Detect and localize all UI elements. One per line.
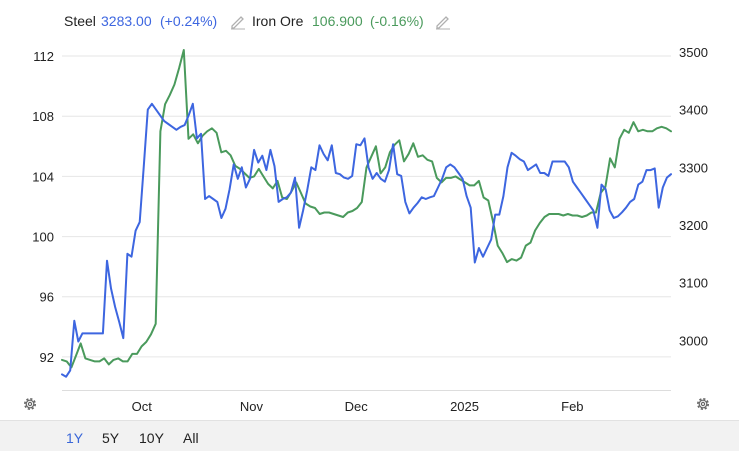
x-tick-label: 2025	[450, 399, 479, 414]
legend-ironore-name: Iron Ore	[252, 13, 304, 29]
steel-edit-pencil-icon[interactable]	[231, 16, 245, 30]
x-tick-label: Oct	[132, 399, 153, 414]
left-tick-label: 112	[33, 49, 54, 64]
legend: Steel 3283.00 (+0.24%) Iron Ore 106.900 …	[64, 13, 450, 30]
right-tick-label: 3200	[679, 218, 708, 233]
x-tick-label: Feb	[561, 399, 583, 414]
legend-ironore-value: 106.900	[312, 13, 363, 29]
dual-axis-line-chart: 92 96 100 104 108 112 3000 3100 3200 3300 3400 350…	[32, 13, 708, 414]
x-tick-label: Dec	[345, 399, 369, 414]
right-tick-label: 3000	[679, 333, 708, 348]
range-selector-bar: 1Y 5Y 10Y All	[0, 420, 739, 451]
range-button-5y[interactable]: 5Y	[102, 430, 120, 446]
right-tick-label: 3100	[679, 276, 708, 291]
left-tick-label: 104	[32, 169, 54, 184]
left-axis-ticks: 92 96 100 104 108 112	[32, 49, 54, 365]
legend-steel-change: (+0.24%)	[160, 13, 217, 29]
series-lines	[61, 49, 672, 378]
range-button-10y[interactable]: 10Y	[139, 430, 164, 446]
right-tick-label: 3500	[679, 45, 708, 60]
legend-ironore-change: (-0.16%)	[370, 13, 424, 29]
range-button-all[interactable]: All	[183, 430, 199, 446]
right-tick-label: 3400	[679, 103, 708, 118]
right-settings-gear-icon[interactable]	[695, 396, 711, 412]
legend-steel-name: Steel	[64, 13, 96, 29]
right-axis-ticks: 3000 3100 3200 3300 3400 3500	[679, 45, 708, 349]
left-tick-label: 108	[32, 109, 54, 124]
series-line-iron-ore	[61, 49, 672, 369]
ironore-edit-pencil-icon[interactable]	[436, 16, 450, 30]
right-tick-label: 3300	[679, 160, 708, 175]
legend-steel-value: 3283.00	[101, 13, 152, 29]
left-tick-label: 92	[40, 350, 54, 365]
left-tick-label: 100	[32, 230, 54, 245]
range-button-1y[interactable]: 1Y	[66, 430, 84, 446]
left-tick-label: 96	[40, 290, 54, 305]
x-axis-ticks: Oct Nov Dec 2025 Feb	[132, 399, 584, 414]
left-settings-gear-icon[interactable]	[22, 396, 38, 412]
x-tick-label: Nov	[240, 399, 264, 414]
series-line-steel	[61, 102, 672, 378]
